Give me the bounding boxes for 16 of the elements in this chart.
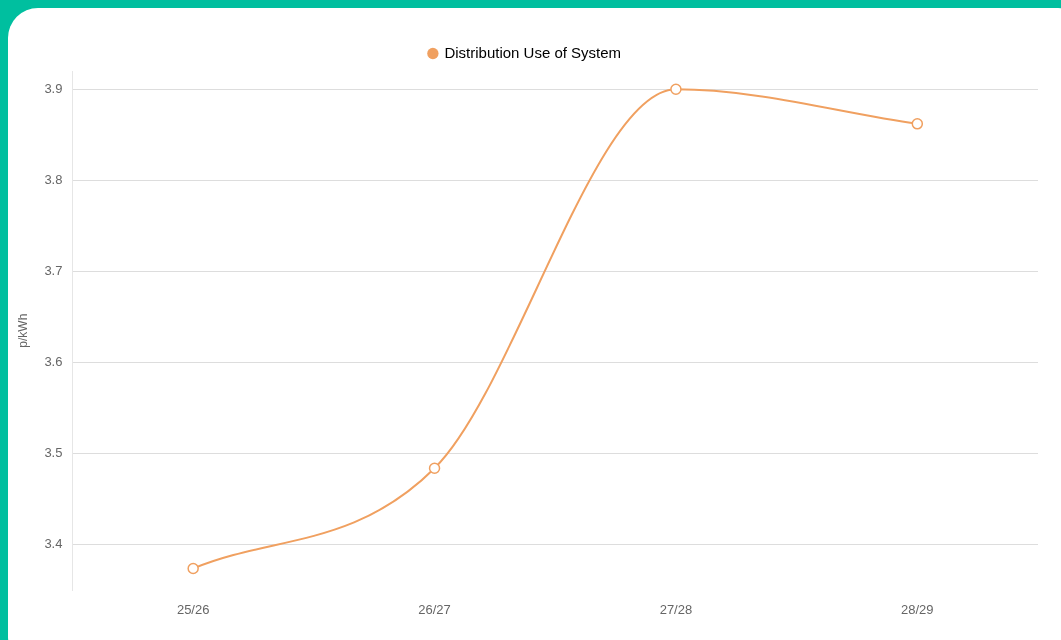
legend-label: Distribution Use of System — [444, 43, 622, 61]
y-tick-label: 3.6 — [44, 354, 63, 370]
point — [187, 562, 199, 575]
y-tick-label: 3.4 — [44, 536, 63, 552]
point — [670, 83, 682, 95]
x-tick-label: 27/28 — [659, 601, 693, 617]
x-tick-label: 28/29 — [901, 601, 934, 617]
y-tick-label: 3.8 — [44, 171, 63, 187]
y-tick-label: 3.7 — [44, 263, 63, 279]
y-axis-title: p/kWh — [15, 313, 30, 348]
x-tick-label: 26/27 — [418, 601, 451, 617]
y-tick-label: 3.5 — [44, 445, 63, 461]
point — [428, 462, 441, 475]
point — [911, 118, 924, 130]
y-tick-label: 3.9 — [44, 80, 63, 96]
x-tick-label: 25/26 — [176, 601, 210, 617]
